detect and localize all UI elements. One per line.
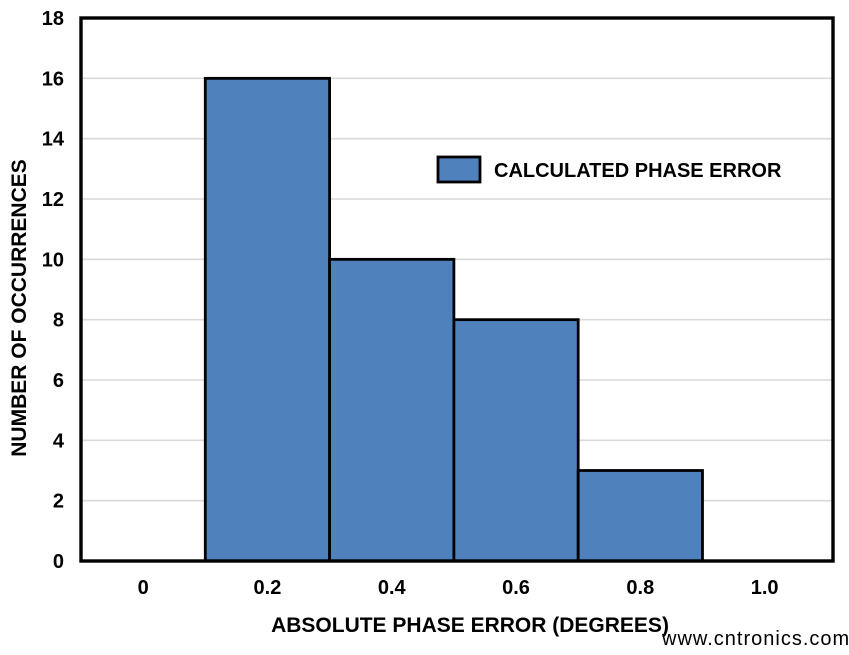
x-tick-label: 0 xyxy=(138,577,149,599)
y-tick-label: 4 xyxy=(53,430,65,452)
watermark: www.cntronics.com xyxy=(661,628,849,650)
histogram-bars xyxy=(203,76,704,563)
plot-frame xyxy=(79,16,835,563)
y-tick-label: 8 xyxy=(53,310,64,332)
x-axis-title: ABSOLUTE PHASE ERROR (DEGREES) xyxy=(271,614,669,637)
y-tick-label: 12 xyxy=(42,189,64,211)
y-axis-title: NUMBER OF OCCURRENCES xyxy=(8,159,31,457)
y-axis-tick-labels: 0 2 4 6 8 10 12 14 16 18 xyxy=(42,8,65,573)
y-tick-label: 10 xyxy=(42,249,64,271)
y-tick-label: 6 xyxy=(53,370,64,392)
x-tick-label: 0.4 xyxy=(378,577,407,599)
histogram-bar xyxy=(328,257,456,563)
y-tick-label: 16 xyxy=(42,68,64,90)
histogram-bar xyxy=(452,318,580,563)
y-tick-label: 18 xyxy=(42,8,64,30)
x-tick-label: 1.0 xyxy=(751,577,779,599)
y-tick-label: 0 xyxy=(53,551,64,573)
x-tick-label: 0.6 xyxy=(502,577,530,599)
y-tick-label: 2 xyxy=(53,491,64,513)
legend: CALCULATED PHASE ERROR xyxy=(436,155,782,184)
x-tick-label: 0.2 xyxy=(254,577,282,599)
y-tick-label: 14 xyxy=(42,129,65,151)
x-tick-label: 0.8 xyxy=(626,577,654,599)
x-axis-tick-labels: 0 0.2 0.4 0.6 0.8 1.0 xyxy=(138,577,779,599)
legend-swatch xyxy=(436,155,482,184)
legend-label: CALCULATED PHASE ERROR xyxy=(494,160,782,182)
histogram-bar xyxy=(576,469,704,563)
histogram-bar xyxy=(203,76,331,563)
